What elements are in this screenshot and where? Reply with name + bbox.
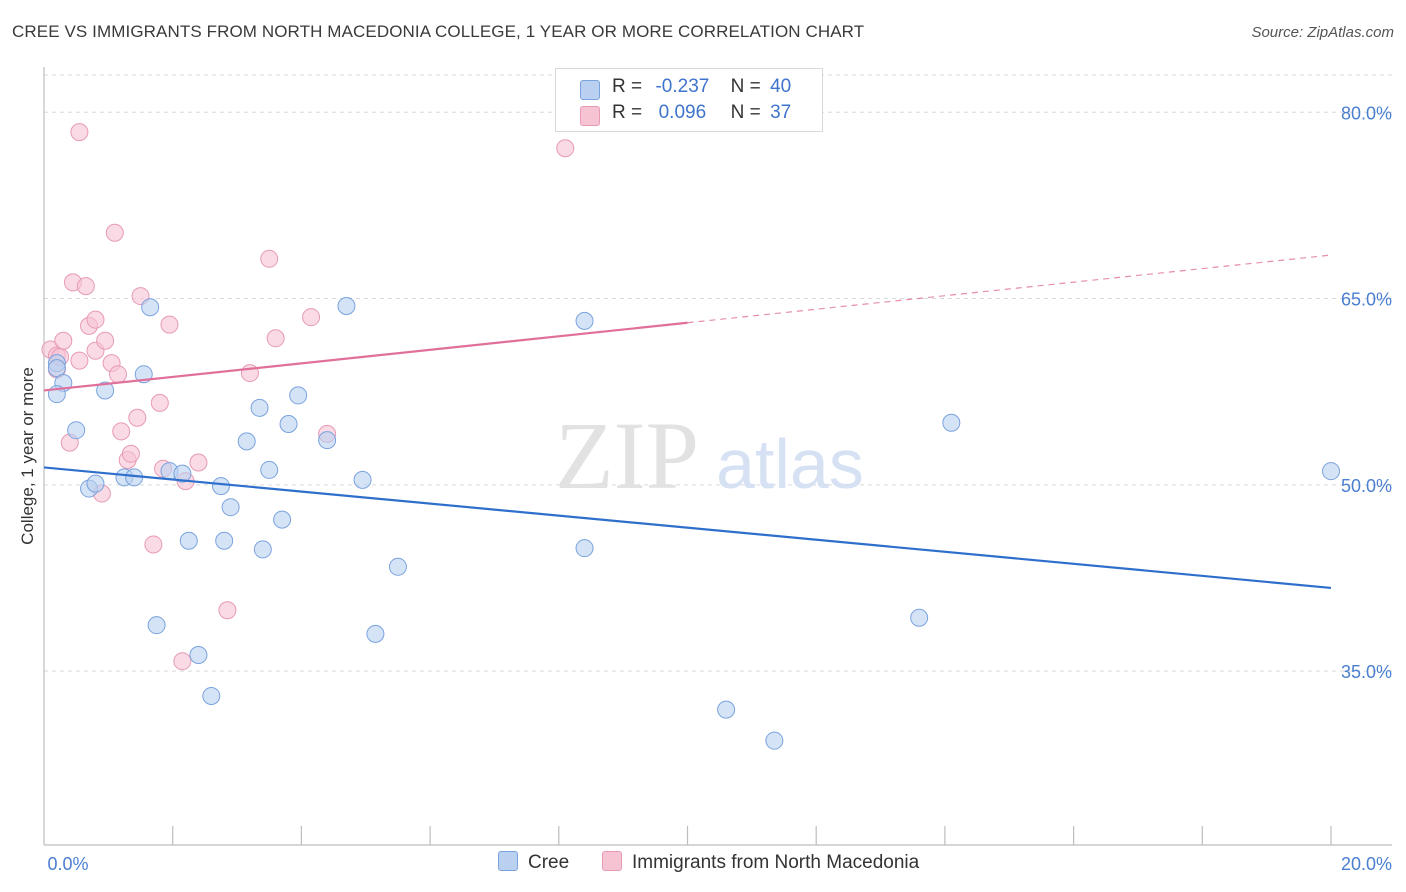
macedonia-point xyxy=(150,393,169,412)
bottom-macedonia-swatch xyxy=(602,851,622,871)
y-tick-label: 80.0% xyxy=(1341,103,1392,123)
macedonia-point xyxy=(109,365,128,384)
bottom-legend-macedonia: Immigrants from North Macedonia xyxy=(602,851,919,874)
macedonia-trend-line-extension xyxy=(687,254,1332,324)
cree-trend-line xyxy=(43,466,1332,590)
macedonia-point xyxy=(189,453,208,472)
macedonia-point xyxy=(105,223,124,242)
cree-point xyxy=(96,381,115,400)
legend-cree-r-value: -0.237 xyxy=(655,76,710,97)
cree-point xyxy=(67,421,86,440)
cree-point xyxy=(260,460,279,479)
bottom-legend-cree: Cree xyxy=(498,851,569,874)
axes xyxy=(43,67,1392,846)
bottom-cree-label: Cree xyxy=(528,852,570,873)
x-tick-label-end: 20.0% xyxy=(1341,854,1392,874)
macedonia-trend-line xyxy=(43,321,688,392)
legend-mac-r-value: 0.096 xyxy=(658,102,707,123)
macedonia-point xyxy=(260,249,279,268)
macedonia-point xyxy=(70,123,89,142)
macedonia-point xyxy=(76,277,95,296)
y-axis-label: College, 1 year or more xyxy=(18,367,37,545)
macedonia-point xyxy=(96,331,115,350)
cree-point xyxy=(575,311,594,330)
y-tick-label: 35.0% xyxy=(1341,662,1392,682)
cree-point xyxy=(353,470,372,489)
macedonia-point xyxy=(112,422,131,441)
legend-cree-n-label: N = xyxy=(730,76,761,97)
legend-cree-r-label: R = xyxy=(612,76,643,97)
cree-point xyxy=(86,474,105,493)
legend-cree-n-value: 40 xyxy=(770,76,792,97)
cree-point xyxy=(765,731,784,750)
macedonia-point xyxy=(302,308,321,327)
series-cree-points xyxy=(47,297,1340,750)
source-label: Source: ZipAtlas.com xyxy=(1251,24,1394,41)
series-macedonia-points xyxy=(41,123,575,671)
cree-point xyxy=(366,624,385,643)
cree-point xyxy=(147,616,166,635)
cree-point xyxy=(388,557,407,576)
cree-point xyxy=(273,510,292,529)
cree-point xyxy=(337,297,356,315)
watermark-zip: ZIP xyxy=(555,402,699,509)
macedonia-point xyxy=(86,310,105,329)
cree-point xyxy=(211,477,230,496)
bottom-macedonia-label: Immigrants from North Macedonia xyxy=(632,852,920,873)
macedonia-point xyxy=(144,535,163,554)
cree-point xyxy=(173,464,192,483)
macedonia-point xyxy=(128,408,147,427)
cree-swatch xyxy=(580,80,600,100)
chart-title: CREE VS IMMIGRANTS FROM NORTH MACEDONIA … xyxy=(12,22,865,41)
cree-point xyxy=(221,498,240,517)
cree-point xyxy=(279,414,298,433)
bottom-cree-swatch xyxy=(498,851,518,871)
trend-lines xyxy=(43,254,1332,590)
macedonia-point xyxy=(218,601,237,620)
cree-point xyxy=(575,539,594,558)
macedonia-swatch xyxy=(580,106,600,126)
cree-point xyxy=(215,531,234,550)
cree-point xyxy=(179,531,198,550)
y-tick-label: 50.0% xyxy=(1341,476,1392,496)
macedonia-point xyxy=(556,139,575,158)
cree-point xyxy=(253,540,272,559)
watermark: ZIP atlas xyxy=(555,402,864,509)
macedonia-point xyxy=(70,351,89,370)
macedonia-point xyxy=(160,315,179,334)
macedonia-point xyxy=(121,444,140,463)
legend-mac-n-value: 37 xyxy=(770,102,792,123)
correlation-legend: R = -0.237 N = 40 R = 0.096 N = 37 xyxy=(555,68,823,132)
y-tick-label: 65.0% xyxy=(1341,290,1392,310)
cree-point xyxy=(47,359,66,378)
cree-point xyxy=(289,386,308,405)
legend-mac-n-label: N = xyxy=(730,102,761,123)
cree-point xyxy=(1322,462,1340,481)
macedonia-point xyxy=(266,329,285,348)
cree-point xyxy=(141,298,160,317)
macedonia-point xyxy=(173,652,192,671)
cree-point xyxy=(237,432,256,451)
cree-point xyxy=(189,645,208,664)
cree-point xyxy=(318,431,337,450)
cree-point xyxy=(250,398,269,417)
tick-labels: 35.0% 50.0% 65.0% 80.0% 0.0% 20.0% xyxy=(47,103,1392,874)
cree-point xyxy=(910,608,929,627)
x-tick-label-start: 0.0% xyxy=(47,854,88,874)
watermark-atlas: atlas xyxy=(716,425,864,503)
macedonia-point xyxy=(54,331,73,350)
cree-point xyxy=(202,686,221,705)
cree-point xyxy=(717,700,736,719)
legend-mac-r-label: R = xyxy=(612,102,643,123)
cree-point xyxy=(942,413,961,432)
